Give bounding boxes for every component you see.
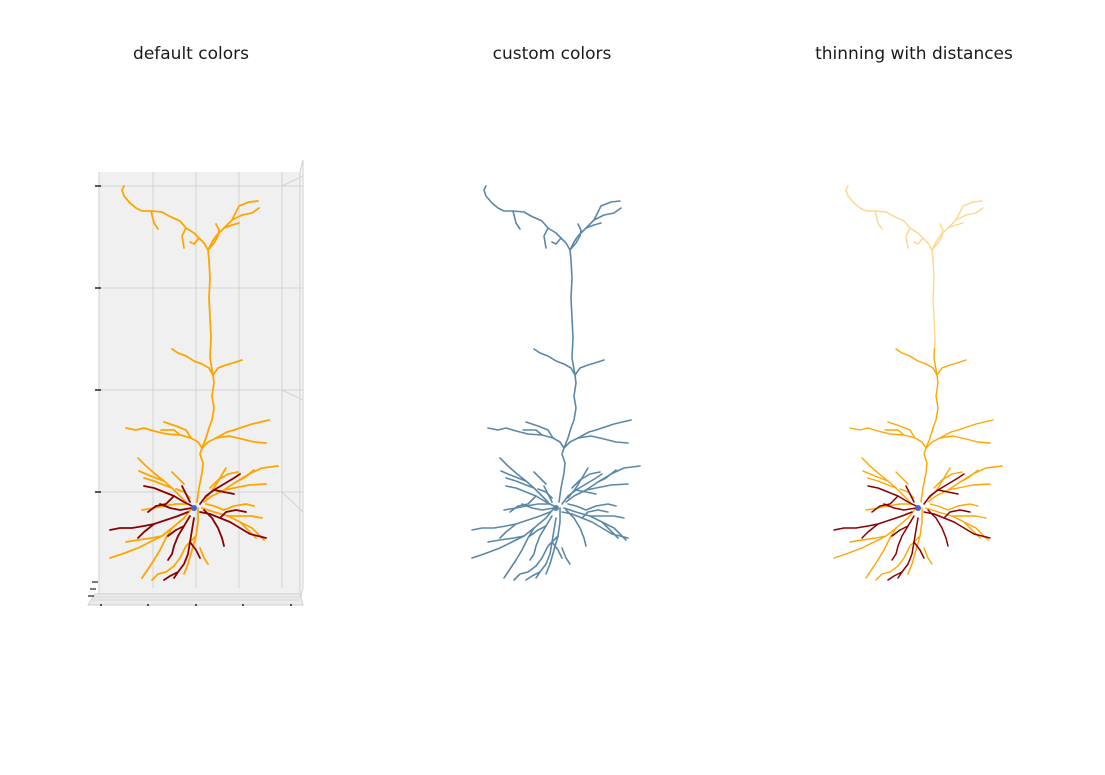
neuron-custom-colors [471,185,641,581]
neuron-default-colors [109,185,279,581]
panel-title-custom-colors: custom colors [492,44,612,64]
axes-3d-box [87,159,304,606]
panel-title-default-colors: default colors [133,44,249,64]
neuron-thinning-with-distances [808,168,1028,581]
soma-marker [191,505,197,511]
panel-title-thinning-with-distances: thinning with distances [815,44,1013,64]
soma-marker [553,505,559,511]
soma-marker [915,505,921,511]
